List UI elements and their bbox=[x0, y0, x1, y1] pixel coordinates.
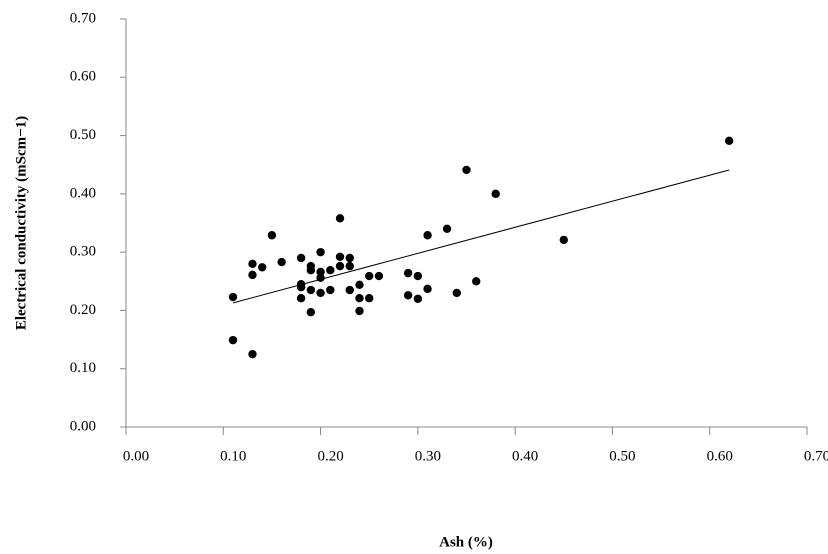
point bbox=[316, 267, 325, 277]
point bbox=[423, 284, 432, 294]
point bbox=[296, 253, 306, 263]
point bbox=[345, 261, 354, 271]
point bbox=[316, 273, 325, 282]
x-tick-label: 0.70 bbox=[804, 448, 828, 464]
point bbox=[306, 285, 316, 295]
y-tick-label: 0.60 bbox=[70, 69, 96, 85]
point bbox=[316, 247, 325, 257]
point bbox=[724, 136, 734, 146]
point bbox=[355, 280, 364, 289]
x-axis-title: Ash (%) bbox=[439, 534, 493, 550]
y-tick-label: 0.20 bbox=[70, 302, 96, 318]
point bbox=[462, 165, 471, 175]
y-tick-label: 0.10 bbox=[70, 360, 96, 376]
point bbox=[316, 288, 325, 298]
point bbox=[559, 235, 568, 245]
point bbox=[413, 271, 423, 281]
point bbox=[374, 271, 384, 281]
trendline bbox=[232, 169, 730, 304]
point bbox=[335, 214, 345, 223]
point bbox=[326, 285, 335, 295]
point bbox=[267, 231, 277, 240]
x-tick-label: 0.40 bbox=[512, 448, 538, 464]
point bbox=[258, 263, 267, 272]
point bbox=[306, 261, 316, 271]
point bbox=[365, 293, 374, 303]
point bbox=[228, 335, 238, 345]
x-tick-label: 0.20 bbox=[317, 448, 343, 464]
point bbox=[355, 293, 364, 303]
point bbox=[452, 288, 461, 298]
point bbox=[345, 253, 354, 263]
point bbox=[345, 285, 354, 295]
point bbox=[472, 277, 481, 286]
point bbox=[248, 259, 257, 268]
point bbox=[403, 291, 413, 300]
x-tick-label: 0.00 bbox=[123, 448, 149, 464]
x-tick-label: 0.30 bbox=[415, 448, 441, 464]
y-tick-label: 0.40 bbox=[70, 185, 96, 201]
point bbox=[277, 257, 286, 267]
point bbox=[326, 266, 335, 275]
x-tick-label: 0.50 bbox=[609, 448, 635, 464]
point bbox=[365, 271, 374, 281]
point bbox=[423, 231, 432, 240]
point bbox=[442, 224, 452, 234]
point bbox=[248, 349, 257, 359]
point bbox=[413, 294, 423, 303]
y-tick-label: 0.50 bbox=[70, 127, 96, 143]
x-tick-label: 0.10 bbox=[220, 448, 246, 464]
point bbox=[296, 280, 306, 289]
y-tick-label: 0.00 bbox=[70, 418, 96, 434]
point bbox=[403, 268, 413, 278]
point bbox=[296, 293, 306, 303]
y-tick-label: 0.70 bbox=[70, 10, 96, 26]
point bbox=[355, 306, 364, 316]
y-tick-label: 0.30 bbox=[70, 244, 96, 260]
point bbox=[335, 261, 345, 271]
y-axis-title: Electrical conductivity (mScm−1) bbox=[13, 116, 29, 330]
point bbox=[335, 252, 345, 262]
x-tick-label: 0.60 bbox=[707, 448, 733, 464]
point bbox=[491, 189, 500, 199]
point bbox=[248, 270, 257, 280]
point bbox=[228, 292, 238, 302]
point bbox=[306, 307, 316, 317]
